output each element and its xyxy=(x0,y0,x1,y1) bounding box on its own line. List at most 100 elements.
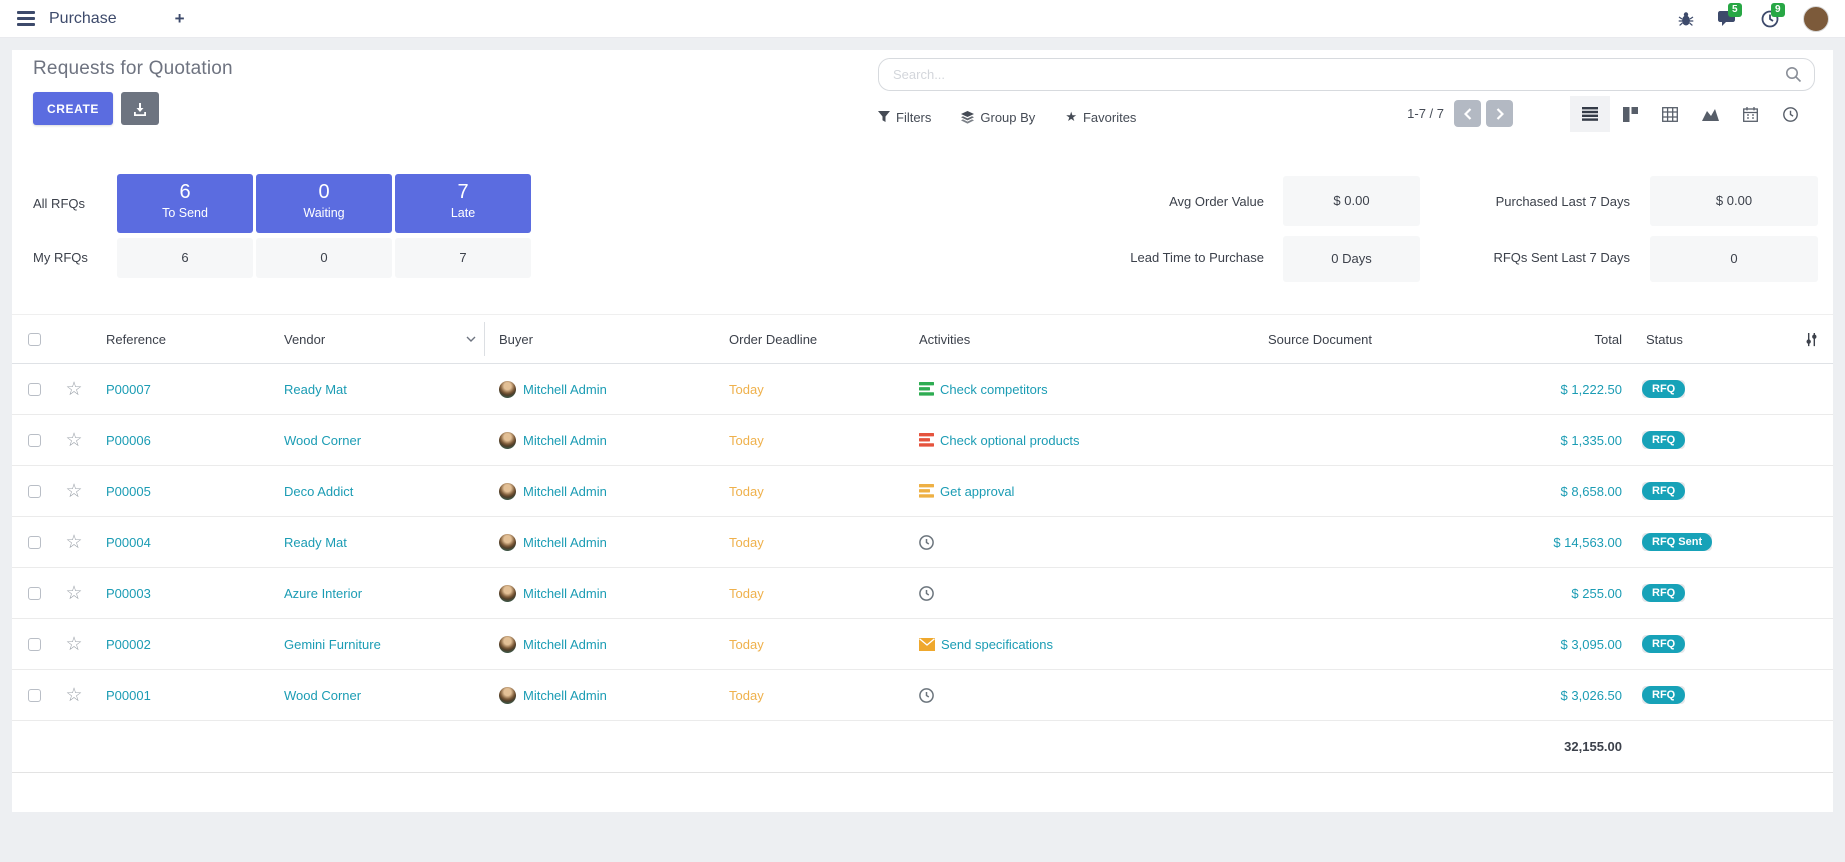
reference-link[interactable]: P00004 xyxy=(106,534,151,550)
create-button[interactable]: CREATE xyxy=(33,92,113,125)
vendor-link[interactable]: Azure Interior xyxy=(284,585,363,601)
header-source-document[interactable]: Source Document xyxy=(1267,331,1373,347)
reference-link[interactable]: P00003 xyxy=(106,585,151,601)
kpi-card-to-send[interactable]: 6 To Send xyxy=(117,174,253,233)
vendor-link[interactable]: Wood Corner xyxy=(284,432,362,448)
favorite-star-icon[interactable]: ☆ xyxy=(65,480,83,502)
favorite-star-icon[interactable]: ☆ xyxy=(65,684,83,706)
activity-clock-icon xyxy=(919,585,934,601)
status-badge: RFQ xyxy=(1642,482,1686,500)
row-checkbox[interactable] xyxy=(27,433,41,447)
purchased-last-7-days: $ 0.00 xyxy=(1650,176,1818,226)
search-input[interactable] xyxy=(879,59,1785,90)
header-order-deadline[interactable]: Order Deadline xyxy=(729,331,818,347)
header-status[interactable]: Status xyxy=(1646,331,1683,347)
pager-next-button[interactable] xyxy=(1486,100,1513,127)
app-menu-purchase[interactable]: Purchase xyxy=(49,9,117,27)
vendor-link[interactable]: Gemini Furniture xyxy=(284,636,381,652)
pivot-view-button[interactable] xyxy=(1650,96,1690,132)
favorite-star-icon[interactable]: ☆ xyxy=(65,633,83,655)
messages-icon[interactable]: 5 xyxy=(1718,3,1742,27)
optional-columns-icon[interactable] xyxy=(1740,332,1833,347)
activity-cell[interactable]: Get approval xyxy=(905,484,1190,499)
header-total[interactable]: Total xyxy=(1594,331,1622,347)
vendor-link[interactable]: Ready Mat xyxy=(284,534,347,550)
favorite-star-icon[interactable]: ☆ xyxy=(65,582,83,604)
header-reference[interactable]: Reference xyxy=(106,331,166,347)
debug-bug-icon[interactable] xyxy=(1678,11,1694,27)
export-button[interactable] xyxy=(121,92,159,125)
kpi-my-waiting[interactable]: 0 xyxy=(256,238,392,278)
select-all-checkbox[interactable] xyxy=(27,332,41,346)
table-row[interactable]: ☆ P00003 Azure Interior Mitchell Admin T… xyxy=(12,568,1833,619)
buyer-link[interactable]: Mitchell Admin xyxy=(523,636,607,652)
favorite-star-icon[interactable]: ☆ xyxy=(65,378,83,400)
kpi-my-to-send[interactable]: 6 xyxy=(117,238,253,278)
reference-link[interactable]: P00007 xyxy=(106,381,151,397)
buyer-link[interactable]: Mitchell Admin xyxy=(523,585,607,601)
activities-count-badge: 9 xyxy=(1771,2,1785,17)
activity-cell[interactable]: Check competitors xyxy=(905,382,1190,397)
activity-clock-icon xyxy=(919,534,934,550)
table-row[interactable]: ☆ P00002 Gemini Furniture Mitchell Admin… xyxy=(12,619,1833,670)
filters-button[interactable]: Filters xyxy=(878,110,931,125)
reference-link[interactable]: P00005 xyxy=(106,483,151,499)
header-activities[interactable]: Activities xyxy=(919,331,971,347)
row-checkbox[interactable] xyxy=(27,586,41,600)
calendar-view-button[interactable] xyxy=(1730,96,1770,132)
vendor-link[interactable]: Ready Mat xyxy=(284,381,347,397)
kpi-my-late[interactable]: 7 xyxy=(395,238,531,278)
group-by-button[interactable]: Group By xyxy=(961,110,1035,125)
graph-view-button[interactable] xyxy=(1690,96,1730,132)
activity-cell[interactable] xyxy=(905,687,1190,703)
header-buyer[interactable]: Buyer xyxy=(499,331,533,347)
user-avatar[interactable] xyxy=(1803,5,1829,32)
list-view-button[interactable] xyxy=(1570,96,1610,132)
activity-cell[interactable] xyxy=(905,534,1190,550)
reference-link[interactable]: P00002 xyxy=(106,636,151,652)
table-header: Reference Vendor Buyer Order Deadline Ac… xyxy=(12,314,1833,364)
order-deadline-value: Today xyxy=(729,483,764,499)
favorites-button[interactable]: ★ Favorites xyxy=(1065,109,1137,125)
table-row[interactable]: ☆ P00006 Wood Corner Mitchell Admin Toda… xyxy=(12,415,1833,466)
buyer-avatar xyxy=(499,380,516,398)
table-row[interactable]: ☆ P00005 Deco Addict Mitchell Admin Toda… xyxy=(12,466,1833,517)
vendor-link[interactable]: Deco Addict xyxy=(284,483,354,499)
table-row[interactable]: ☆ P00007 Ready Mat Mitchell Admin Today … xyxy=(12,364,1833,415)
row-checkbox[interactable] xyxy=(27,382,41,396)
table-footer: 32,155.00 xyxy=(12,721,1833,773)
reference-link[interactable]: P00001 xyxy=(106,687,151,703)
buyer-avatar xyxy=(499,584,516,602)
buyer-link[interactable]: Mitchell Admin xyxy=(523,534,607,550)
favorite-star-icon[interactable]: ☆ xyxy=(65,429,83,451)
kpi-card-late[interactable]: 7 Late xyxy=(395,174,531,233)
pager-previous-button[interactable] xyxy=(1454,100,1481,127)
favorite-star-icon[interactable]: ☆ xyxy=(65,531,83,553)
kpi-card-waiting[interactable]: 0 Waiting xyxy=(256,174,392,233)
buyer-link[interactable]: Mitchell Admin xyxy=(523,687,607,703)
row-checkbox[interactable] xyxy=(27,535,41,549)
download-icon xyxy=(133,102,147,116)
row-checkbox[interactable] xyxy=(27,484,41,498)
activity-mail-icon xyxy=(919,637,935,651)
reference-link[interactable]: P00006 xyxy=(106,432,151,448)
header-vendor[interactable]: Vendor xyxy=(270,322,485,356)
activity-cell[interactable]: Check optional products xyxy=(905,433,1190,448)
buyer-link[interactable]: Mitchell Admin xyxy=(523,483,607,499)
buyer-link[interactable]: Mitchell Admin xyxy=(523,432,607,448)
activity-view-button[interactable] xyxy=(1770,96,1810,132)
activity-cell[interactable] xyxy=(905,585,1190,601)
buyer-avatar xyxy=(499,635,516,653)
activity-cell[interactable]: Send specifications xyxy=(905,637,1190,652)
table-row[interactable]: ☆ P00001 Wood Corner Mitchell Admin Toda… xyxy=(12,670,1833,721)
kanban-view-button[interactable] xyxy=(1610,96,1650,132)
activities-clock-icon[interactable]: 9 xyxy=(1761,2,1785,28)
buyer-link[interactable]: Mitchell Admin xyxy=(523,381,607,397)
search-icon[interactable] xyxy=(1785,66,1802,83)
apps-menu-icon[interactable] xyxy=(17,11,35,26)
new-tab-plus-icon[interactable]: + xyxy=(174,8,185,28)
row-checkbox[interactable] xyxy=(27,637,41,651)
row-checkbox[interactable] xyxy=(27,688,41,702)
table-row[interactable]: ☆ P00004 Ready Mat Mitchell Admin Today … xyxy=(12,517,1833,568)
vendor-link[interactable]: Wood Corner xyxy=(284,687,362,703)
